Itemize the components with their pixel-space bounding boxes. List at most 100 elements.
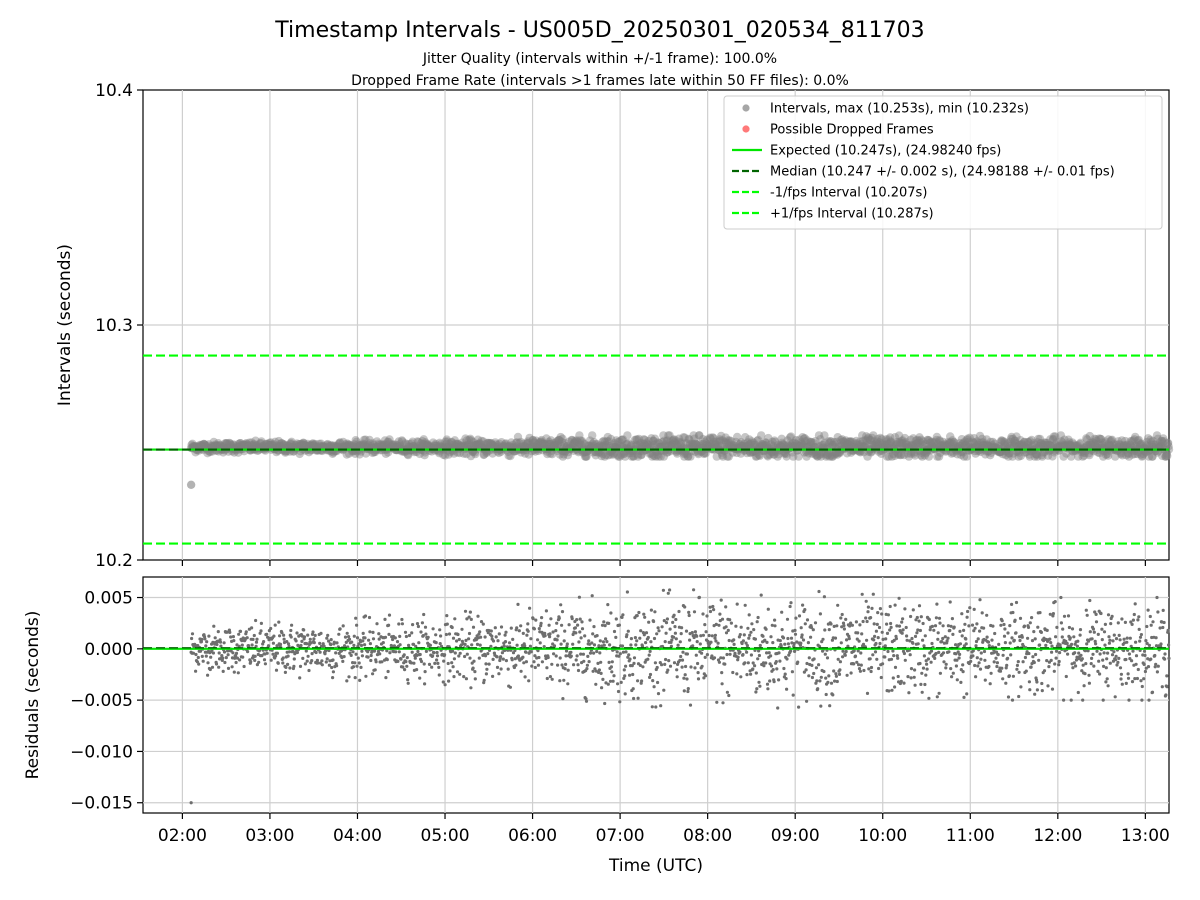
residual-point xyxy=(909,614,913,619)
interval-point xyxy=(533,440,542,450)
residual-point xyxy=(857,663,861,667)
residual-point xyxy=(671,620,675,625)
residual-point xyxy=(1133,602,1137,606)
residual-point xyxy=(878,641,882,646)
interval-point xyxy=(279,440,289,450)
interval-point xyxy=(507,438,516,447)
residual-point xyxy=(1021,660,1025,664)
residual-point xyxy=(753,664,757,668)
residual-point xyxy=(736,655,740,659)
interval-point xyxy=(617,450,626,460)
residual-point xyxy=(853,654,858,658)
residual-point xyxy=(616,682,620,686)
residual-point xyxy=(842,624,846,628)
residual-point xyxy=(745,650,749,654)
interval-point xyxy=(872,439,881,448)
interval-point xyxy=(886,438,896,447)
residual-point xyxy=(608,643,612,647)
residual-point xyxy=(876,611,880,615)
residual-point xyxy=(457,637,461,642)
residual-point xyxy=(355,664,359,668)
interval-point xyxy=(315,441,324,451)
interval-point xyxy=(365,439,375,448)
interval-point xyxy=(552,441,562,450)
residual-point xyxy=(455,639,459,643)
interval-point xyxy=(831,440,840,449)
residual-point xyxy=(446,661,450,666)
residual-point xyxy=(581,652,586,656)
interval-point xyxy=(649,436,658,445)
residual-point xyxy=(1095,649,1099,653)
residual-point xyxy=(1136,667,1140,672)
residual-point xyxy=(301,656,305,661)
interval-point xyxy=(742,448,752,458)
interval-point xyxy=(225,438,234,448)
interval-point xyxy=(197,441,206,450)
interval-point xyxy=(761,438,770,447)
interval-point xyxy=(636,438,645,448)
interval-point xyxy=(466,451,476,461)
residual-point xyxy=(844,617,848,622)
residual-point xyxy=(277,620,281,624)
interval-point xyxy=(316,439,326,448)
residual-point xyxy=(1091,627,1095,631)
residual-point xyxy=(965,615,969,619)
residual-point xyxy=(1112,650,1116,654)
interval-point xyxy=(699,449,709,459)
interval-point xyxy=(942,441,951,450)
residual-point xyxy=(576,623,580,627)
residual-point xyxy=(403,668,407,672)
interval-point xyxy=(384,437,393,446)
residual-point xyxy=(1033,692,1037,696)
interval-point xyxy=(491,438,500,447)
residual-point xyxy=(644,641,648,645)
interval-point xyxy=(488,449,497,458)
residual-point xyxy=(1094,642,1098,646)
residual-point xyxy=(755,687,759,691)
residual-point xyxy=(412,661,416,665)
interval-point xyxy=(917,448,926,457)
interval-point xyxy=(811,437,820,446)
residual-point xyxy=(325,657,329,661)
interval-point xyxy=(447,437,456,447)
interval-point xyxy=(461,434,470,443)
residual-point xyxy=(776,706,780,710)
residual-point xyxy=(1053,600,1057,604)
interval-point xyxy=(276,442,285,451)
interval-point xyxy=(598,437,607,446)
residual-point xyxy=(803,622,807,626)
interval-point xyxy=(501,439,511,448)
residual-point xyxy=(538,641,542,645)
interval-point xyxy=(904,452,914,461)
residual-point xyxy=(655,665,659,670)
residual-point xyxy=(1161,625,1165,630)
residual-point xyxy=(1037,658,1041,662)
residual-point xyxy=(269,626,273,631)
interval-point xyxy=(769,450,778,459)
residual-point xyxy=(900,620,904,624)
residual-point xyxy=(1015,667,1019,671)
interval-point xyxy=(800,434,809,443)
residual-point xyxy=(715,700,719,704)
residual-point xyxy=(283,670,287,675)
interval-point xyxy=(718,452,728,461)
residual-point xyxy=(234,651,239,656)
residual-point xyxy=(918,661,922,666)
residual-point xyxy=(924,673,928,677)
residual-point xyxy=(874,629,879,633)
residual-point xyxy=(288,666,292,670)
residual-point xyxy=(933,624,938,628)
residual-point xyxy=(207,634,211,638)
interval-point xyxy=(369,440,378,450)
residual-point xyxy=(374,660,378,664)
interval-point xyxy=(915,433,924,442)
residual-point xyxy=(875,657,879,661)
interval-point xyxy=(789,441,799,451)
residual-point xyxy=(497,672,501,676)
residual-point xyxy=(1004,681,1008,685)
residual-point xyxy=(503,633,507,637)
residual-point xyxy=(656,692,661,696)
residual-point xyxy=(957,656,961,660)
interval-point xyxy=(524,439,533,448)
residual-point xyxy=(754,671,758,675)
